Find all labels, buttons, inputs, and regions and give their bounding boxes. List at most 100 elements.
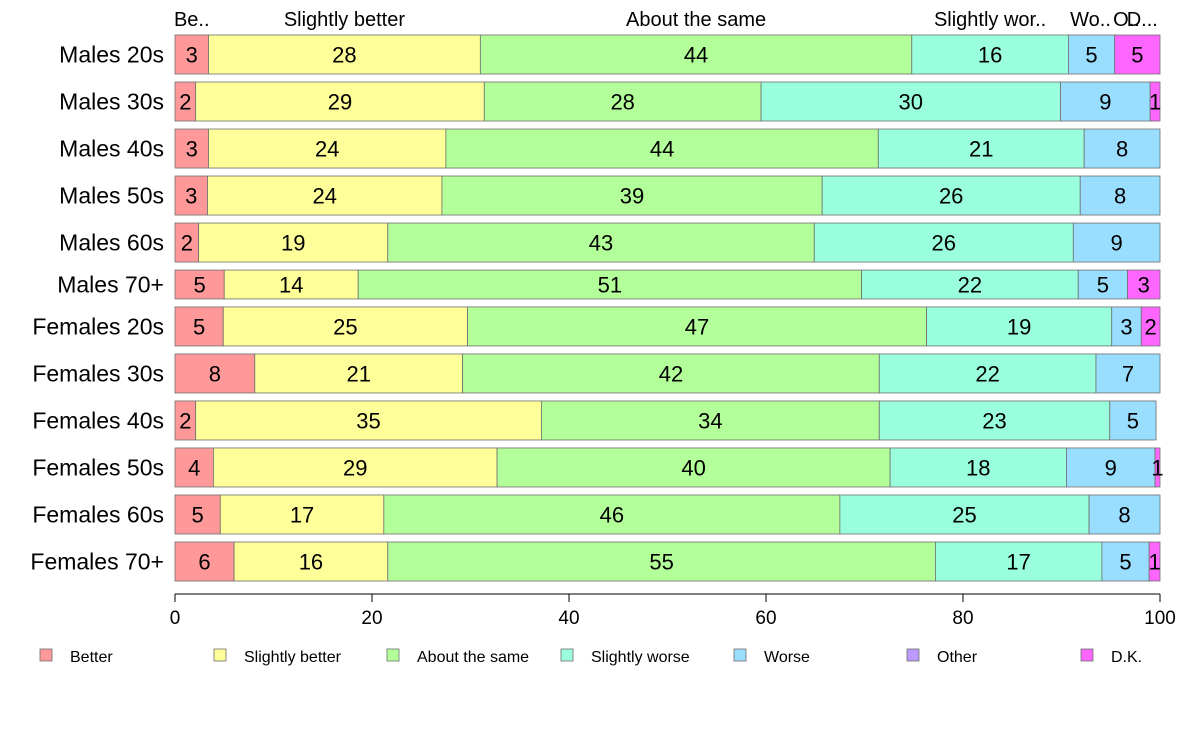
legend-swatch — [386, 648, 400, 662]
legend-label: Other — [937, 649, 978, 666]
bar-value-label: 5 — [1119, 549, 1131, 574]
series-top-label: D... — [1127, 9, 1158, 31]
category-label: Females 40s — [32, 407, 164, 433]
legend-swatch — [39, 648, 53, 662]
bar-segment — [926, 306, 1113, 347]
bar-value-label: 5 — [1127, 408, 1139, 433]
legend-swatch — [906, 648, 920, 662]
bar-value-label: 44 — [650, 137, 674, 162]
bar-value-label: 3 — [1138, 272, 1150, 297]
legend-swatch — [1080, 648, 1094, 662]
legend-label: Slightly worse — [591, 649, 690, 666]
bar-value-label: 14 — [279, 272, 303, 297]
bar-segment — [821, 175, 1081, 216]
bar-segment — [174, 128, 209, 169]
legend-label: Better — [70, 649, 113, 666]
bar-value-label: 44 — [684, 43, 708, 68]
bar-segment — [1088, 494, 1161, 535]
bar-value-label: 21 — [346, 361, 370, 386]
bar-segment — [441, 175, 823, 216]
category-label: Females 30s — [32, 360, 164, 386]
bar-segment — [1095, 353, 1161, 394]
category-label: Females 20s — [32, 313, 164, 339]
bar-segment — [174, 34, 209, 75]
category-label: Females 70+ — [30, 548, 164, 574]
bar-value-label: 5 — [1085, 43, 1097, 68]
bar-segment — [174, 175, 208, 216]
bar-value-label: 2 — [181, 231, 193, 256]
category-label: Females 60s — [32, 501, 164, 527]
bar-value-label: 8 — [1118, 502, 1130, 527]
bar-segment — [861, 269, 1079, 300]
bar-value-label: 17 — [290, 502, 314, 527]
bar-segment — [254, 353, 464, 394]
bar-value-label: 3 — [185, 184, 197, 209]
bar-value-label: 8 — [1114, 184, 1126, 209]
bar-segment — [760, 81, 1061, 122]
bar-value-label: 25 — [952, 502, 976, 527]
bar-segment — [1109, 400, 1157, 441]
bar-segment — [878, 400, 1111, 441]
bar-value-label: 7 — [1122, 361, 1134, 386]
bar-value-label: 30 — [899, 90, 923, 115]
bar-segment — [1154, 447, 1161, 488]
bar-segment — [541, 400, 880, 441]
bar-value-label: 21 — [969, 137, 993, 162]
bar-value-label: 29 — [328, 90, 352, 115]
bar-segment — [219, 494, 385, 535]
category-label: Males 20s — [59, 42, 164, 68]
bar-segment — [208, 128, 447, 169]
bar-segment — [878, 353, 1097, 394]
category-label: Males 60s — [59, 230, 164, 256]
legend-label: About the same — [417, 649, 529, 666]
bar-value-label: 26 — [932, 231, 956, 256]
bar-segment — [383, 494, 841, 535]
bar-segment — [387, 222, 815, 263]
bar-value-label: 3 — [186, 43, 198, 68]
bar-value-label: 8 — [1116, 137, 1128, 162]
bar-value-label: 5 — [193, 314, 205, 339]
category-label: Females 50s — [32, 454, 164, 480]
bar-segment — [1140, 306, 1161, 347]
series-top-label: Wo.. — [1070, 9, 1111, 31]
bar-value-label: 8 — [209, 361, 221, 386]
bar-segment — [207, 175, 443, 216]
bar-value-label: 2 — [179, 408, 191, 433]
bar-value-label: 6 — [198, 549, 210, 574]
bar-segment — [213, 447, 498, 488]
x-tick-label: 20 — [361, 608, 382, 629]
bar-segment — [174, 353, 256, 394]
bar-segment — [222, 306, 468, 347]
bar-value-label: 19 — [1007, 314, 1031, 339]
bar-value-label: 16 — [299, 549, 323, 574]
series-top-label: Slightly wor.. — [934, 9, 1046, 31]
series-top-label: O.. — [1113, 9, 1140, 31]
x-tick-label: 80 — [952, 608, 973, 629]
bar-segment — [813, 222, 1074, 263]
bar-value-label: 19 — [281, 231, 305, 256]
bar-segment — [233, 541, 389, 582]
series-top-label: About the same — [626, 9, 766, 31]
bar-value-label: 9 — [1105, 455, 1117, 480]
bar-value-label: 1 — [1149, 90, 1161, 115]
x-tick-label: 100 — [1144, 608, 1176, 629]
bar-value-label: 2 — [1145, 314, 1157, 339]
bar-value-label: 55 — [649, 549, 673, 574]
bar-value-label: 3 — [1120, 314, 1132, 339]
bar-value-label: 47 — [685, 314, 709, 339]
bar-value-label: 22 — [975, 361, 999, 386]
bar-segment — [496, 447, 891, 488]
bar-segment — [479, 34, 913, 75]
bar-value-label: 1 — [1151, 455, 1163, 480]
x-tick-label: 0 — [170, 608, 181, 629]
category-label: Males 50s — [59, 183, 164, 209]
bar-segment — [1101, 541, 1150, 582]
category-label: Males 30s — [59, 89, 164, 115]
bar-value-label: 35 — [356, 408, 380, 433]
bar-segment — [1149, 81, 1161, 122]
bar-value-label: 5 — [194, 272, 206, 297]
bar-segment — [174, 541, 235, 582]
bar-segment — [1060, 81, 1151, 122]
